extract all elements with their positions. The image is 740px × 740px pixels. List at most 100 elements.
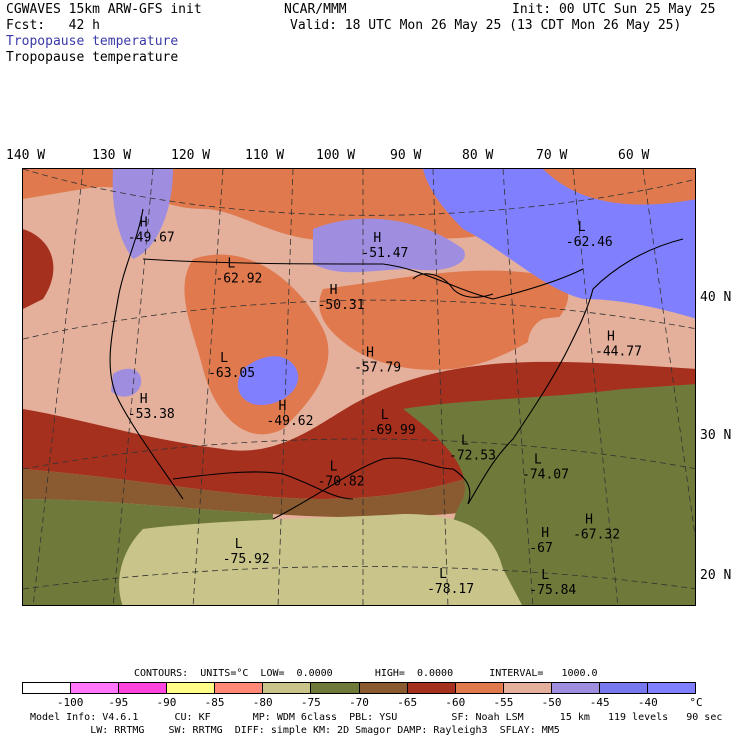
colorbar-tick-label: -45 [589,696,610,709]
model-info-line-2: LW: RRTMG SW: RRTMG DIFF: simple KM: 2D … [30,725,560,736]
center-value-label: -49.67 [128,230,175,245]
init-time: Init: 00 UTC Sun 25 May 25 [512,2,716,17]
colorbar-tick-label: °C [689,696,703,709]
high-center-marker: H [607,330,615,345]
red-fill [23,229,54,309]
field-title-filled: Tropopause temperature [6,34,179,49]
us-mexico-border [172,471,354,500]
center-value-label: -51.47 [361,246,408,261]
colorbar-tick-label: -65 [397,696,418,709]
coastline [109,208,684,520]
low-center-marker: L [578,220,586,235]
us-canada-border [142,258,584,300]
center-value-label: -67 [529,541,552,556]
map-panel: H -49.67 L -62.92 H -51.47 H -50.31 L -62.46 H -44.… [22,168,696,606]
high-center-marker: H [279,399,287,414]
colorbar-swatch [407,683,456,693]
low-center-marker: L [235,537,243,552]
model-info-line-1: Model Info: V4.6.1 CU: KF MP: WDM 6class… [30,712,723,723]
colorbar-tick-label: -90 [156,696,177,709]
colorbar [22,682,696,694]
red-fill [23,361,695,499]
purple-fill [237,356,299,405]
high-center-marker: H [366,345,374,360]
model-title: CGWAVES 15km ARW-GFS init [6,2,202,17]
colorbar-swatch [599,683,649,693]
center-value-label: -49.62 [267,414,314,429]
low-center-marker: L [220,351,228,366]
lon-label: 90 W [390,148,422,163]
colorbar-swatch [23,683,72,693]
lon-label: 110 W [245,148,285,163]
center-value-label: -69.99 [369,423,416,438]
colorbar-tick-label: -75 [300,696,321,709]
purple-fill [313,218,465,273]
colorbar-swatch [167,683,216,693]
longitude-line [192,169,224,605]
lon-label: 60 W [618,148,650,163]
colorbar-tick-label: -70 [349,696,369,709]
valid-time: Valid: 18 UTC Mon 26 May 25 (13 CDT Mon … [290,18,682,33]
lon-label: 100 W [316,148,356,163]
high-center-marker: H [585,513,593,528]
center-value-label: -62.92 [215,272,262,287]
lon-label: 120 W [171,148,211,163]
center-value-label: -63.05 [208,366,255,381]
colorbar-swatch [455,683,504,693]
longitude-line [32,169,84,605]
latitude-line [23,299,695,340]
center-value-label: -78.17 [427,582,474,597]
colorbar-swatch [263,683,312,693]
map-canvas: H-49.67L-62.92H-51.47H-50.31L-62.46H-44.… [23,169,695,605]
lon-label: 70 W [536,148,568,163]
field-title-contour: Tropopause temperature [6,50,179,65]
longitude-line [112,169,154,605]
center-value-label: -74.07 [522,467,569,482]
low-center-marker: L [534,452,542,467]
contour-info: CONTOURS: UNITS=°C LOW= 0.0000 HIGH= 0.0… [134,668,598,679]
center-value-label: -72.53 [449,449,496,464]
low-center-marker: L [541,568,549,583]
colorbar-swatch [119,683,168,693]
high-center-marker: H [373,231,381,246]
longitude-line [277,169,294,605]
center-value-label: -75.84 [529,583,576,598]
lon-label: 80 W [462,148,494,163]
khaki-fill [119,514,522,605]
high-center-marker: H [140,215,148,230]
colorbar-swatch [71,683,120,693]
graticule [23,169,695,605]
pressure-centers: H-49.67L-62.92H-51.47H-50.31L-62.46H-44.… [128,215,642,598]
colorbar-tick-label: -60 [445,696,466,709]
purple-fill [423,169,695,319]
colorbar-swatch [503,683,552,693]
longitude-line [502,169,534,605]
low-center-marker: L [330,460,338,475]
colorbar-swatch [648,683,696,693]
center-value-label: -62.46 [566,235,613,250]
high-center-marker: H [330,283,338,298]
colorbar-tick-label: -55 [493,696,514,709]
low-center-marker: L [439,567,447,582]
colorbar-tick-label: -95 [108,696,129,709]
latitude-line [23,169,695,216]
center-value-label: -70.82 [318,475,365,490]
colorbar-tick-label: -85 [204,696,225,709]
colorbar-tick-label: -100 [56,696,84,709]
colorbar-tick-label: -50 [541,696,562,709]
lon-label: 130 W [92,148,132,163]
colorbar-swatch [551,683,600,693]
purple-fill [112,169,173,259]
lat-label: 30 N [700,428,732,443]
lat-label: 40 N [700,290,732,305]
latitude-line [23,438,695,470]
organization: NCAR/MMM [284,2,347,17]
colorbar-swatch [311,683,360,693]
center-value-label: -53.38 [128,407,175,422]
low-center-marker: L [381,408,389,423]
colorbar-tick-label: -40 [637,696,658,709]
coastline-east [467,238,684,505]
high-center-marker: H [140,392,148,407]
colorbar-swatch [215,683,264,693]
longitude-line [642,169,695,538]
